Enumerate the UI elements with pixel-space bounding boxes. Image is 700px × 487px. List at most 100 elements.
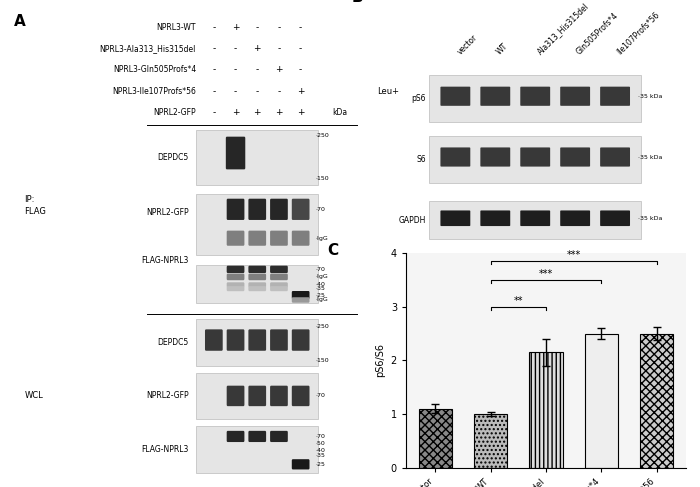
Text: NPRL3-Ala313_His315del: NPRL3-Ala313_His315del [99,44,196,53]
FancyBboxPatch shape [227,386,244,406]
FancyBboxPatch shape [248,431,266,442]
FancyBboxPatch shape [429,75,641,122]
Text: NPRL2-GFP: NPRL2-GFP [146,392,189,400]
FancyBboxPatch shape [270,266,288,273]
FancyBboxPatch shape [520,148,550,167]
FancyBboxPatch shape [560,210,590,226]
FancyBboxPatch shape [205,329,223,351]
FancyBboxPatch shape [248,266,266,273]
Bar [419,409,452,468]
FancyBboxPatch shape [227,286,244,291]
FancyBboxPatch shape [226,137,245,169]
FancyBboxPatch shape [600,87,630,106]
Text: ·IgG: ·IgG [315,298,328,302]
Text: ·150: ·150 [315,357,328,362]
Text: -: - [212,23,216,32]
Text: FLAG-NPRL3: FLAG-NPRL3 [141,445,189,454]
Text: DEPDC5: DEPDC5 [158,338,189,347]
Text: -: - [277,23,281,32]
Text: -: - [212,108,216,117]
Text: -: - [234,87,237,96]
Text: NPRL2-GFP: NPRL2-GFP [146,208,189,217]
Y-axis label: pS6/S6: pS6/S6 [375,343,385,377]
Text: ***: *** [566,250,581,260]
FancyBboxPatch shape [440,87,470,106]
FancyBboxPatch shape [480,148,510,167]
Text: ·25: ·25 [315,462,325,467]
Text: A: A [14,15,26,30]
FancyBboxPatch shape [480,210,510,226]
FancyBboxPatch shape [520,87,550,106]
FancyBboxPatch shape [196,319,318,366]
Text: Leu+: Leu+ [377,87,400,96]
FancyBboxPatch shape [248,231,266,246]
Text: pS6: pS6 [411,94,426,103]
FancyBboxPatch shape [429,202,641,239]
FancyBboxPatch shape [196,130,318,185]
FancyBboxPatch shape [270,286,288,291]
FancyBboxPatch shape [227,329,244,351]
Text: WCL: WCL [25,392,43,400]
Text: +: + [297,108,304,117]
Text: -: - [299,65,302,75]
Text: NPRL2-GFP: NPRL2-GFP [153,108,196,117]
Bar [640,334,673,468]
FancyBboxPatch shape [292,329,309,351]
FancyBboxPatch shape [292,291,309,299]
Text: Ala313_His315del: Ala313_His315del [536,1,590,56]
Text: -: - [256,65,259,75]
FancyBboxPatch shape [440,210,470,226]
FancyBboxPatch shape [196,373,318,419]
FancyBboxPatch shape [292,231,309,246]
Text: -: - [256,23,259,32]
Text: ·70: ·70 [315,393,325,398]
FancyBboxPatch shape [480,87,510,106]
Text: NPRL3-Ile107Profs*56: NPRL3-Ile107Profs*56 [112,87,196,96]
Text: -: - [256,87,259,96]
Text: Gln505Profs*4: Gln505Profs*4 [575,11,621,56]
Text: ·IgG: ·IgG [315,274,328,280]
FancyBboxPatch shape [270,431,288,442]
Text: IP:
FLAG: IP: FLAG [25,195,46,216]
FancyBboxPatch shape [292,297,309,303]
FancyBboxPatch shape [227,199,244,220]
Text: -: - [212,65,216,75]
FancyBboxPatch shape [440,148,470,167]
FancyBboxPatch shape [196,265,318,302]
FancyBboxPatch shape [248,199,266,220]
FancyBboxPatch shape [248,329,266,351]
Text: -: - [212,87,216,96]
FancyBboxPatch shape [270,274,288,280]
Text: +: + [275,108,283,117]
Bar [584,334,618,468]
Text: -: - [234,65,237,75]
Text: WT: WT [496,41,510,56]
Text: -: - [299,23,302,32]
FancyBboxPatch shape [560,148,590,167]
Text: ·150: ·150 [315,175,328,181]
Text: NPRL3-Gln505Profs*4: NPRL3-Gln505Profs*4 [113,65,196,75]
FancyBboxPatch shape [600,210,630,226]
Text: **: ** [514,296,523,306]
Text: ·35: ·35 [315,286,325,291]
Text: ·250: ·250 [315,133,329,138]
FancyBboxPatch shape [270,199,288,220]
FancyBboxPatch shape [227,431,244,442]
Text: -: - [234,44,237,53]
Text: ·25: ·25 [315,293,325,298]
Text: ·IgG: ·IgG [315,236,328,241]
Text: +: + [232,108,239,117]
FancyBboxPatch shape [248,282,266,287]
FancyBboxPatch shape [248,286,266,291]
FancyBboxPatch shape [196,426,318,473]
Bar [474,414,508,468]
Text: ·35 kDa: ·35 kDa [638,94,663,99]
FancyBboxPatch shape [227,282,244,287]
Text: GAPDH: GAPDH [398,216,426,225]
FancyBboxPatch shape [270,231,288,246]
Text: +: + [253,44,261,53]
Text: NPRL3-WT: NPRL3-WT [157,23,196,32]
FancyBboxPatch shape [248,274,266,280]
FancyBboxPatch shape [560,87,590,106]
FancyBboxPatch shape [292,199,309,220]
